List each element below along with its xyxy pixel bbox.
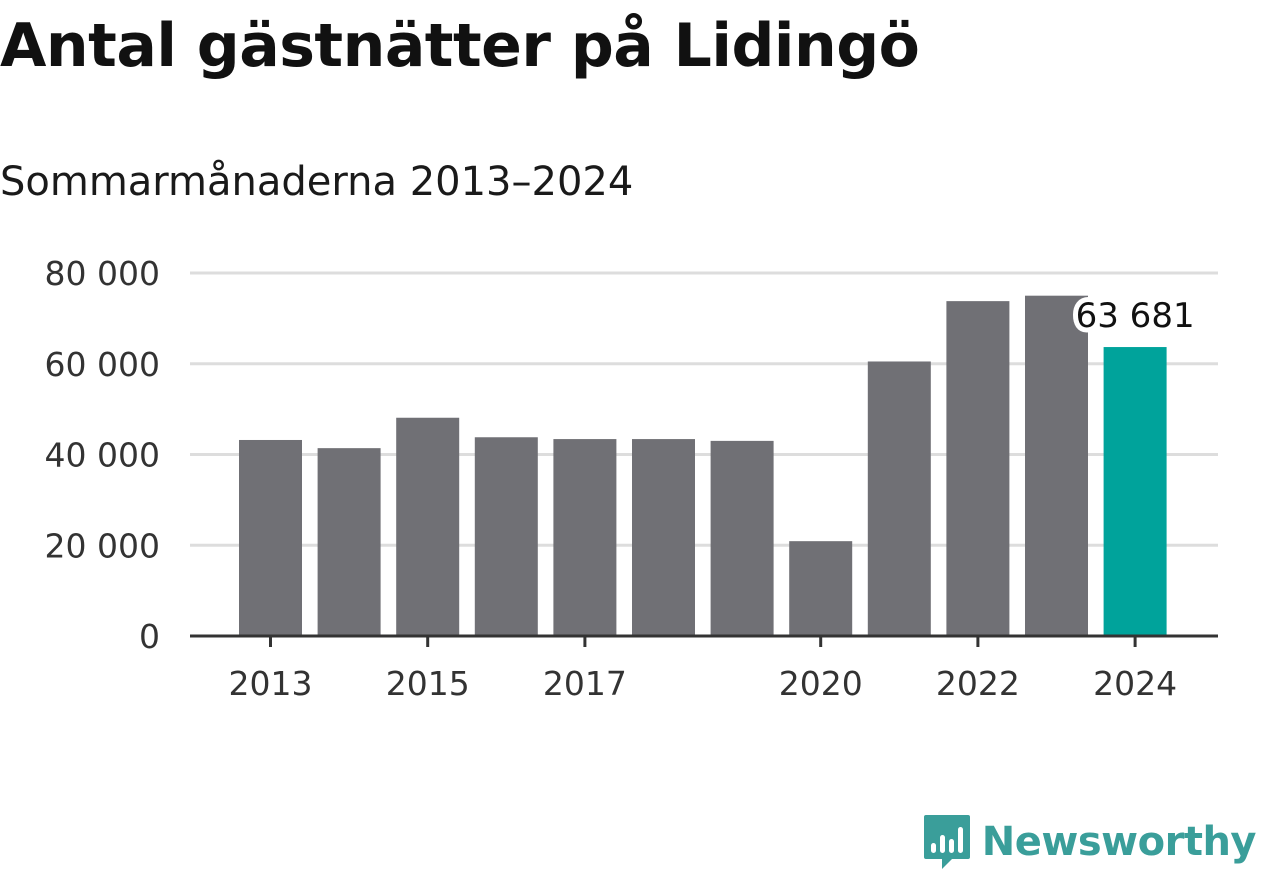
x-tick-label: 2022 xyxy=(936,664,1020,703)
newsworthy-logo-icon xyxy=(923,815,970,869)
bar-2021 xyxy=(867,361,931,636)
x-axis-labels: 2013 2015 2017 2020 2022 2024 xyxy=(229,664,1178,703)
y-tick-label: 80 000 xyxy=(45,254,160,293)
x-tick-label: 2020 xyxy=(779,664,863,703)
y-tick-label: 20 000 xyxy=(45,526,160,565)
bar-2013 xyxy=(239,439,302,636)
data-label: 63 681 xyxy=(1076,296,1195,336)
y-tick-label: 40 000 xyxy=(45,436,160,475)
x-tick-label: 2024 xyxy=(1093,664,1177,703)
newsworthy-logo: Newsworthy xyxy=(922,813,1257,871)
bars xyxy=(239,295,1167,636)
bar-2022 xyxy=(946,301,1010,636)
bar-2023 xyxy=(1025,295,1088,636)
x-tick-label: 2015 xyxy=(386,664,470,703)
bar-2019 xyxy=(710,440,774,636)
y-tick-label: 60 000 xyxy=(45,345,160,384)
bar-2014 xyxy=(317,448,381,636)
data-label-halo: 63 681 xyxy=(1076,296,1195,336)
bar-2015 xyxy=(396,417,460,636)
bar-2016 xyxy=(474,437,538,636)
bar-2017 xyxy=(553,439,617,636)
x-axis xyxy=(190,634,1218,647)
y-axis-labels: 0 20 000 40 000 60 000 80 000 xyxy=(45,254,160,656)
x-tick-label: 2017 xyxy=(543,664,627,703)
brand-name: Newsworthy xyxy=(981,819,1257,865)
y-tick-label: 0 xyxy=(139,617,160,656)
bar-2020 xyxy=(789,541,853,636)
chart-subtitle: Sommarmånaderna 2013–2024 xyxy=(0,159,634,205)
bar-2024 xyxy=(1103,347,1167,636)
chart-title: Antal gästnätter på Lidingö xyxy=(0,11,920,81)
bar-2018 xyxy=(632,439,695,636)
x-tick-label: 2013 xyxy=(229,664,313,703)
